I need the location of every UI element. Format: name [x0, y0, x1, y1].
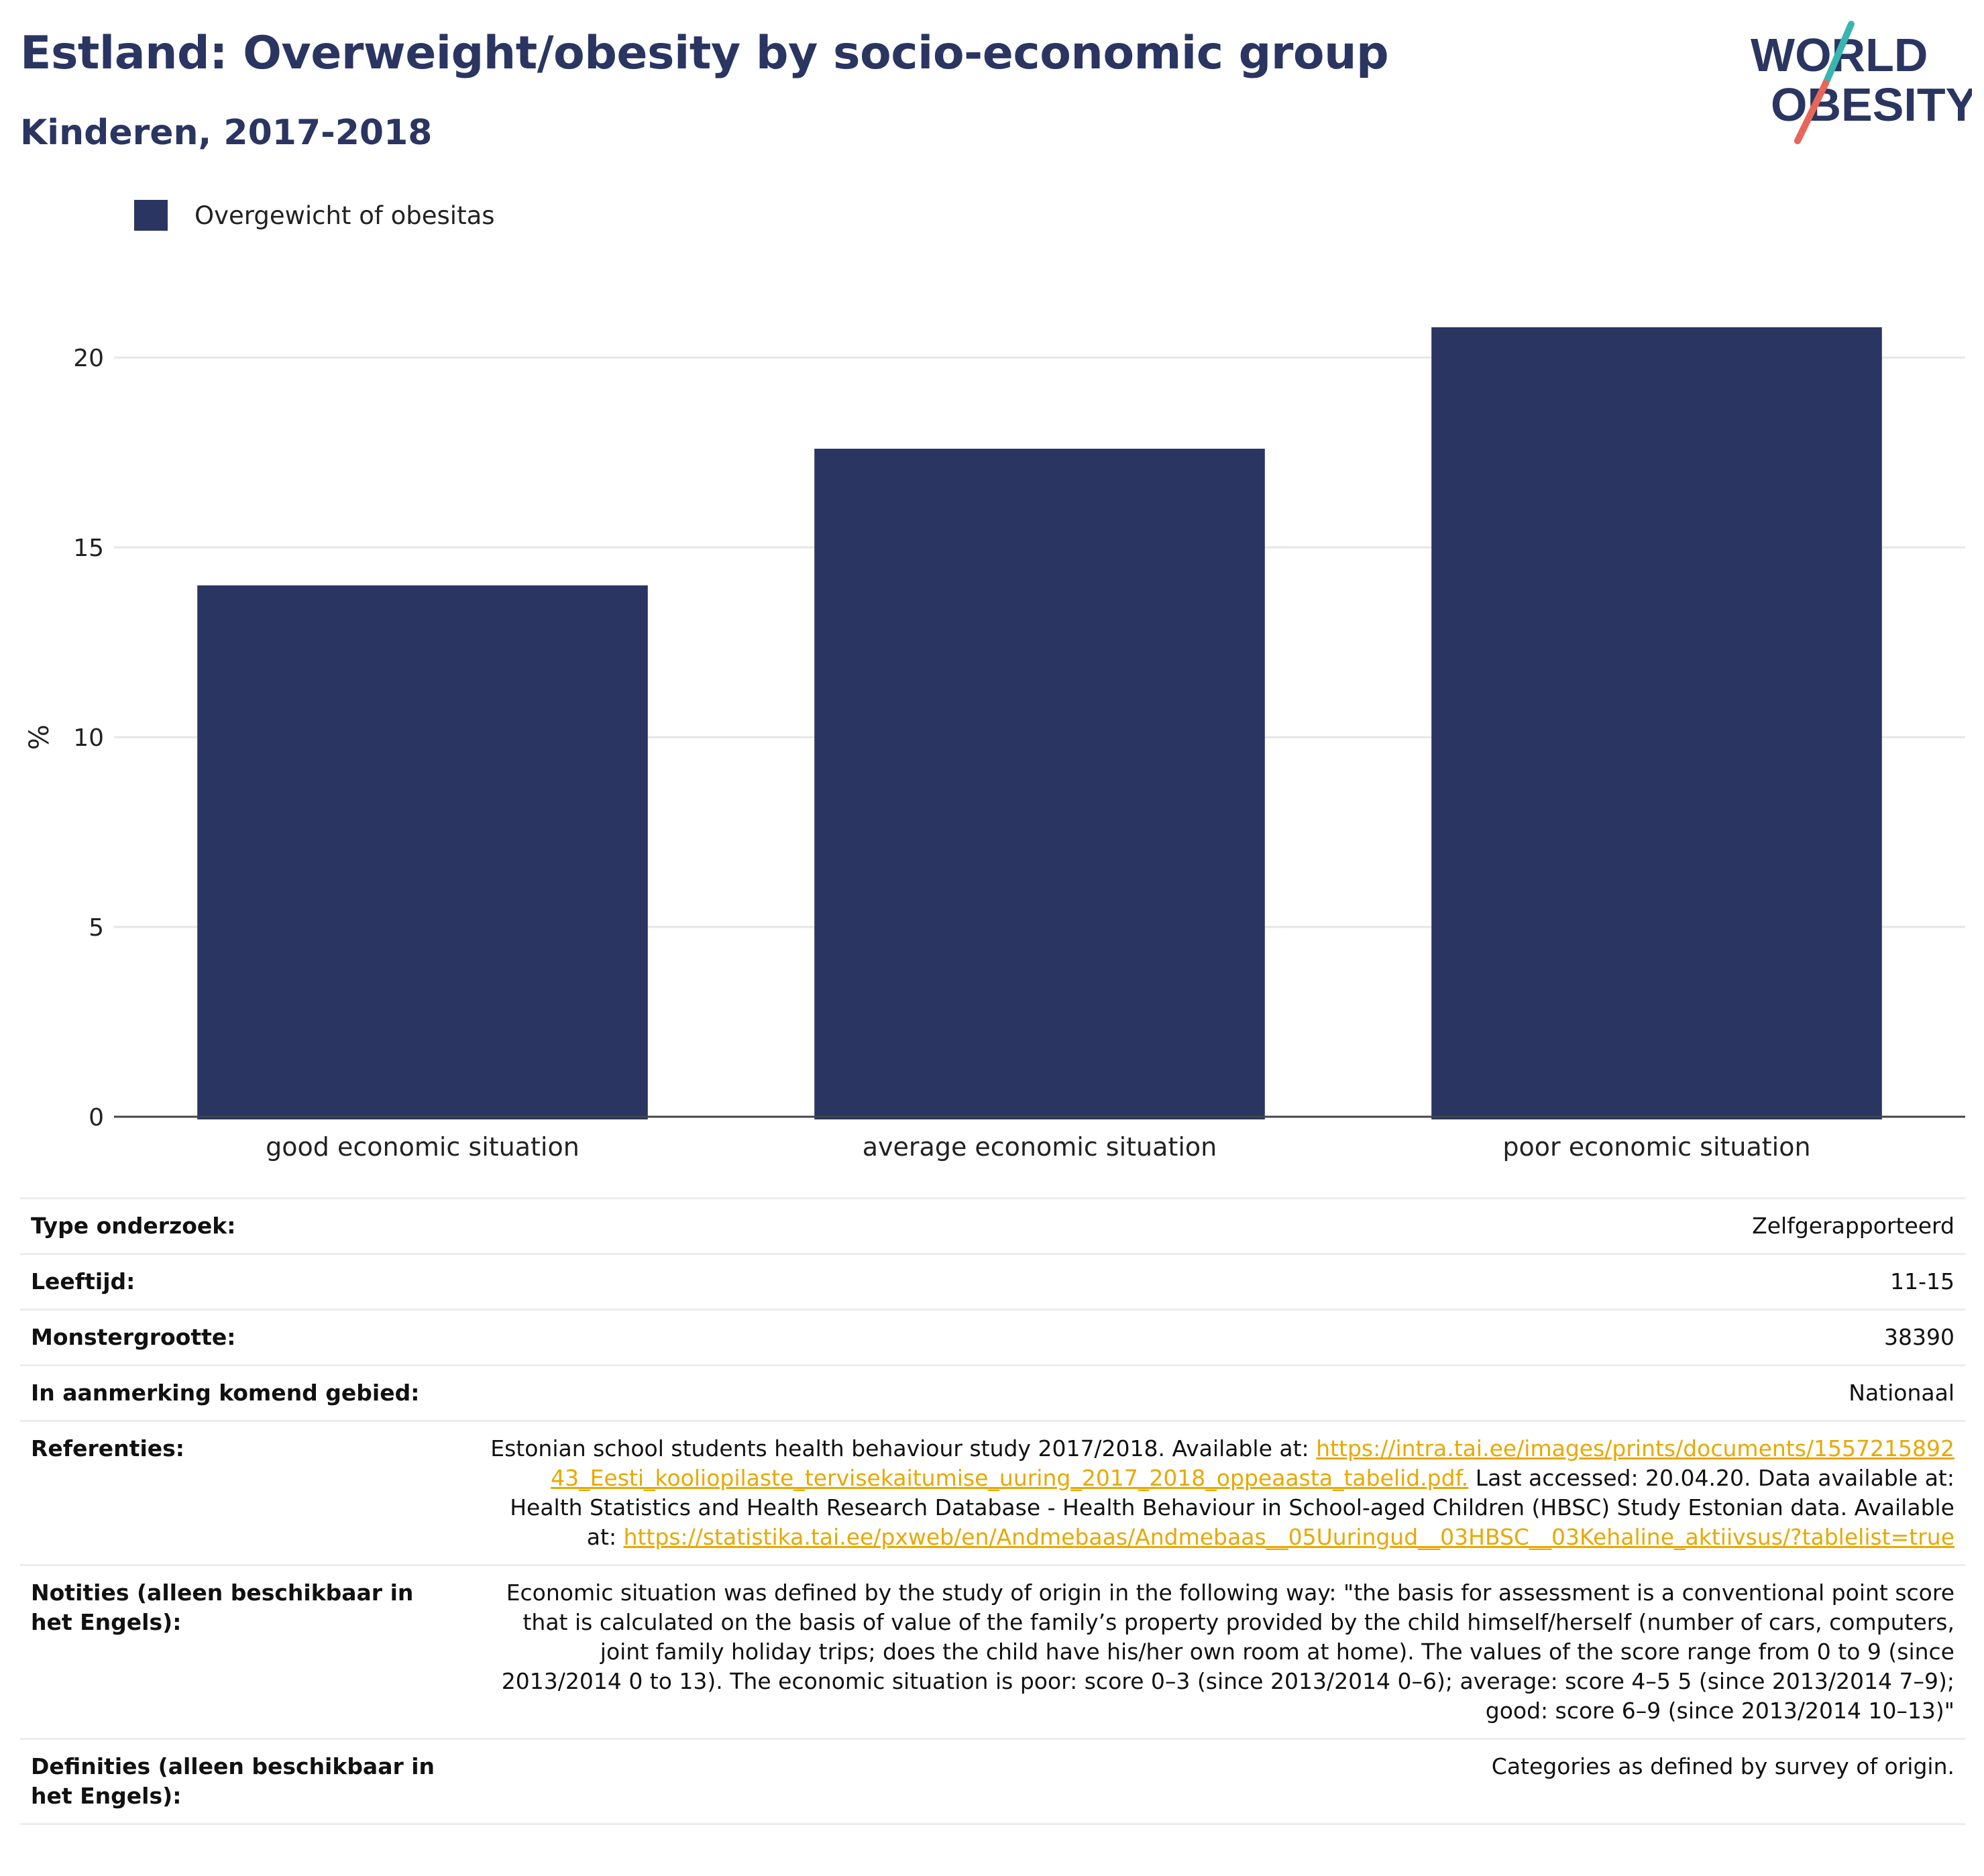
- sample-size-label: Monstergrootte:: [20, 1309, 471, 1366]
- y-tick-label: 15: [73, 535, 104, 562]
- area-label: In aanmerking komend gebied:: [20, 1364, 471, 1421]
- table-row: Definities (alleen beschikbaar in het En…: [20, 1738, 1965, 1825]
- reference-text-1: Estonian school students health behaviou…: [490, 1435, 1317, 1461]
- y-axis-label: %: [24, 724, 55, 750]
- table-row: Leeftijd: 11-15: [20, 1253, 1965, 1310]
- table-row: Referenties: Estonian school students he…: [20, 1420, 1965, 1565]
- y-tick-label: 20: [73, 345, 104, 372]
- notes-label: Notities (alleen beschikbaar in het Enge…: [20, 1564, 471, 1739]
- x-tick-label: good economic situation: [266, 1132, 580, 1162]
- reference-link-2[interactable]: https://statistika.tai.ee/pxweb/en/Andme…: [623, 1524, 1954, 1550]
- survey-type-value: Zelfgerapporteerd: [471, 1197, 1965, 1254]
- definitions-value: Categories as defined by survey of origi…: [471, 1738, 1965, 1825]
- legend-swatch: [134, 200, 168, 231]
- world-obesity-logo: WORLD OBESITY: [1751, 21, 1972, 144]
- area-value: Nationaal: [471, 1364, 1965, 1421]
- sample-size-value: 38390: [471, 1309, 1965, 1366]
- table-row: In aanmerking komend gebied: Nationaal: [20, 1364, 1965, 1421]
- y-tick-label: 5: [89, 914, 104, 942]
- age-value: 11-15: [471, 1253, 1965, 1310]
- logo-slash-bottom: [1794, 80, 1829, 144]
- logo-slash-top: [1822, 21, 1855, 87]
- chart-subtitle: Kinderen, 2017-2018: [20, 113, 433, 153]
- age-label: Leeftijd:: [20, 1253, 471, 1310]
- y-tick-label: 10: [73, 724, 104, 752]
- legend: Overgewicht of obesitas: [134, 200, 495, 231]
- definitions-label: Definities (alleen beschikbaar in het En…: [20, 1738, 471, 1825]
- x-tick-label: poor economic situation: [1502, 1132, 1810, 1162]
- logo-line2: OBESITY: [1771, 78, 1972, 131]
- reference-text-2: Last accessed: 20.04.20. Data available …: [510, 1465, 1954, 1550]
- bar-chart: 0 5 10 15 20% good economic situation average …: [24, 327, 1965, 1162]
- table-row: Type onderzoek: Zelfgerapporteerd: [20, 1197, 1965, 1254]
- reference-link-1[interactable]: https://intra.tai.ee/images/prints/docum…: [551, 1435, 1954, 1491]
- bar: [1431, 327, 1882, 1120]
- survey-type-label: Type onderzoek:: [20, 1197, 471, 1254]
- bar: [814, 449, 1265, 1119]
- table-row: Monstergrootte: 38390: [20, 1309, 1965, 1366]
- bar: [197, 585, 648, 1119]
- chart-title: Estland: Overweight/obesity by socio-eco…: [20, 27, 1389, 80]
- references-value: Estonian school students health behaviou…: [471, 1420, 1965, 1565]
- table-row: Notities (alleen beschikbaar in het Enge…: [20, 1564, 1965, 1739]
- y-tick-label: 0: [89, 1104, 104, 1132]
- notes-value: Economic situation was defined by the st…: [471, 1564, 1965, 1739]
- references-label: Referenties:: [20, 1420, 471, 1565]
- legend-label: Overgewicht of obesitas: [195, 201, 495, 230]
- x-tick-label: average economic situation: [863, 1132, 1217, 1162]
- metadata-table: Type onderzoek: Zelfgerapporteerd Leefti…: [20, 1197, 1965, 1825]
